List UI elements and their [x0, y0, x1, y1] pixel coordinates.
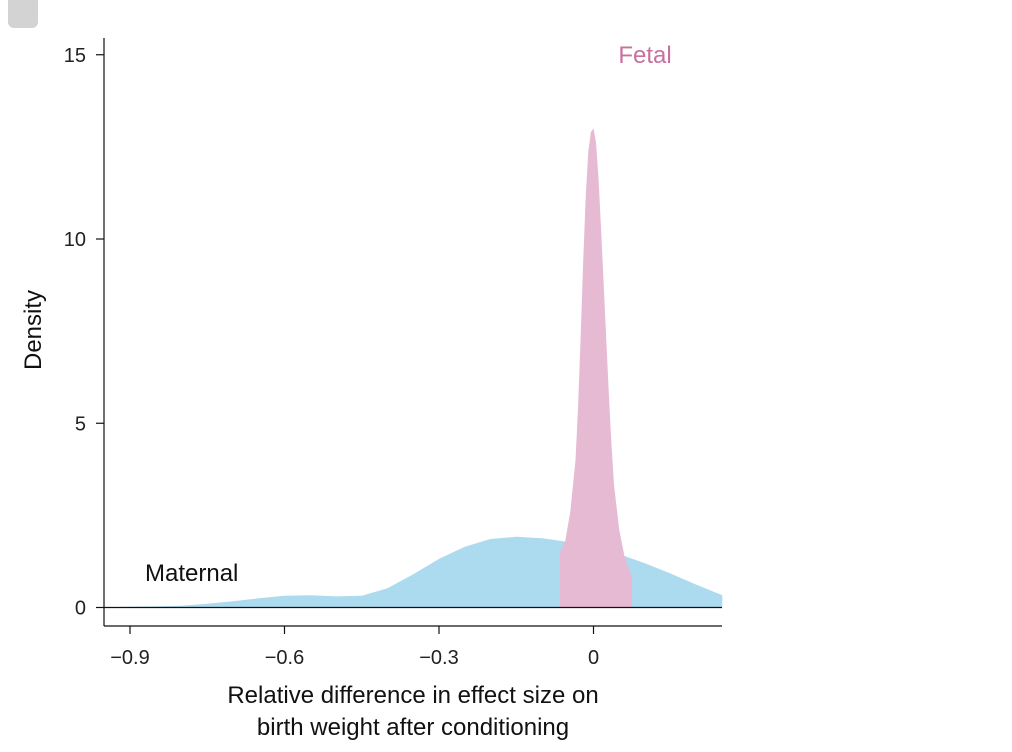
y-tick-label: 10 [64, 229, 86, 251]
x-tick-label: −0.6 [265, 647, 304, 669]
x-tick-label: 0 [588, 647, 599, 669]
y-ticks: 0 5 10 15 [64, 45, 104, 620]
y-axis-title: Density [20, 290, 47, 370]
corner-mark [8, 0, 38, 28]
y-tick-label: 5 [75, 413, 86, 435]
x-axis-title-line-2: birth weight after conditioning [257, 714, 569, 741]
fetal-series-label: Fetal [618, 42, 671, 69]
x-tick-label: −0.3 [419, 647, 458, 669]
y-tick-label: 15 [64, 45, 86, 67]
maternal-series-label: Maternal [145, 560, 238, 587]
axes [103, 38, 722, 627]
fetal-density-area [560, 128, 633, 608]
x-tick-label: −0.9 [110, 647, 149, 669]
x-ticks: −0.9 −0.6 −0.3 0 [110, 626, 599, 669]
y-tick-label: 0 [75, 598, 86, 620]
plot-areas [119, 128, 723, 608]
x-axis-title-line-1: Relative difference in effect size on [227, 682, 598, 709]
